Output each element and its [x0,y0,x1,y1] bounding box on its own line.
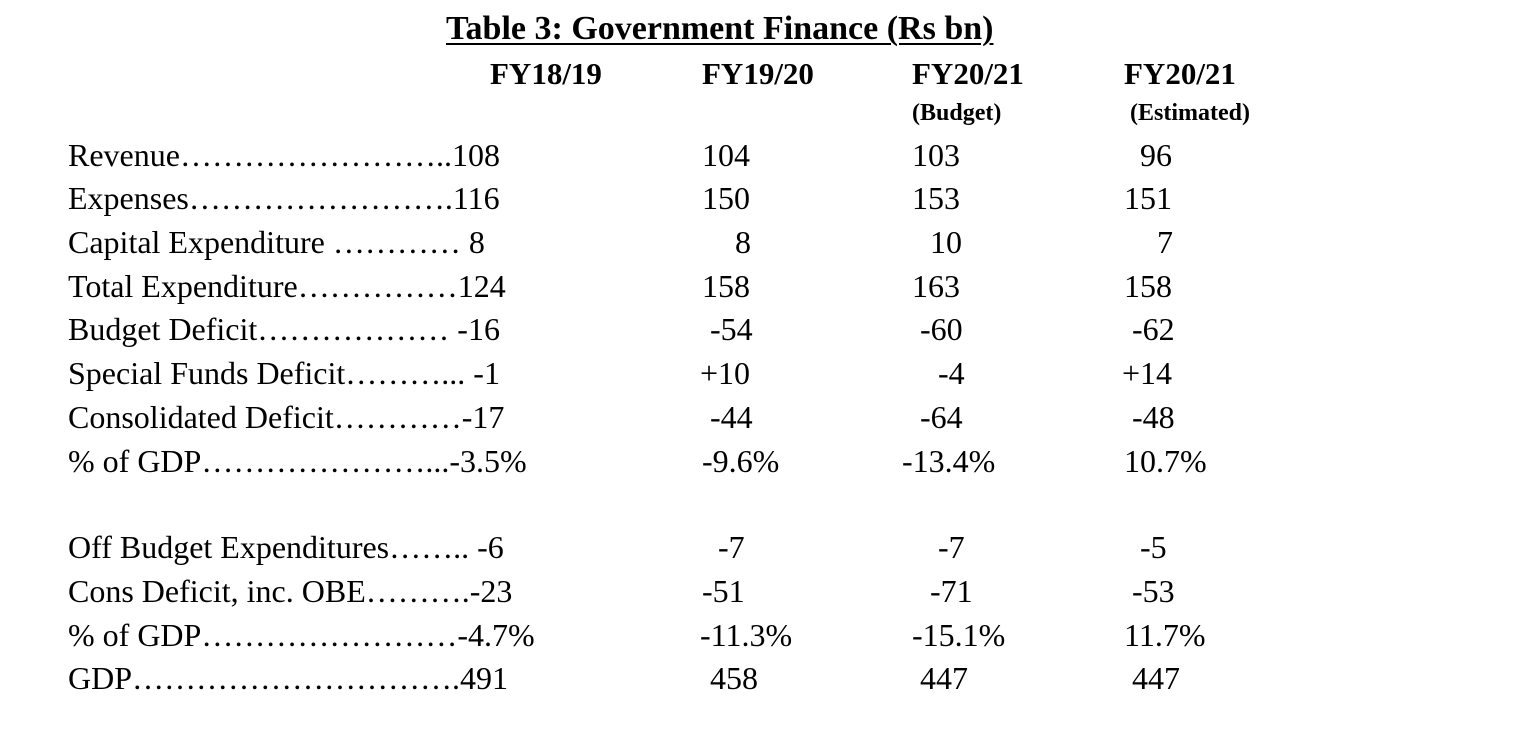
table-cell: -60 [920,311,963,347]
row-label-consolidated-deficit: Consolidated Deficit…………-17 [68,399,505,435]
table-cell: 8 [735,224,751,260]
column-subheader-budget: (Budget) [912,100,1002,126]
column-header-fy20-21-estimated: FY20/21 [1124,56,1236,91]
row-label-off-budget-expenditures: Off Budget Expenditures…….. -6 [68,529,504,565]
row-label-gdp: GDP………………………….491 [68,660,509,696]
table-cell: -13.4% [902,443,996,479]
table-cell: 150 [702,180,750,216]
row-label-budget-deficit: Budget Deficit……………… -16 [68,311,500,347]
table-cell: -54 [710,311,753,347]
table-cell: 447 [1132,660,1180,696]
row-label-capital-expenditure: Capital Expenditure ………… 8 [68,224,485,260]
table-cell: -71 [930,573,973,609]
table-cell: 158 [1124,268,1172,304]
table-cell: -7 [938,529,965,565]
row-label-total-expenditure: Total Expenditure……………124 [68,268,506,304]
column-header-fy20-21-budget: FY20/21 [912,56,1024,91]
table-cell: -5 [1140,529,1167,565]
table-cell: -9.6% [702,443,780,479]
table-cell: -51 [702,573,745,609]
table-cell: 96 [1140,137,1172,173]
table-cell: -64 [920,399,963,435]
row-label-pct-gdp-obe: % of GDP……………………-4.7% [68,617,535,653]
table-cell: -44 [710,399,753,435]
table-cell: 458 [710,660,758,696]
table-cell: 104 [702,137,750,173]
table-title: Table 3: Government Finance (Rs bn) [446,10,994,47]
column-header-fy19-20: FY19/20 [702,56,814,91]
row-label-revenue: Revenue……………………..108 [68,137,500,173]
row-label-expenses: Expenses…………………….116 [68,180,500,216]
column-header-fy18-19: FY18/19 [490,56,602,91]
table-cell: +14 [1122,355,1173,391]
table-cell: -4 [938,355,965,391]
table-cell: -11.3% [700,617,793,653]
table-cell: -15.1% [912,617,1006,653]
table-cell: 10.7% [1124,443,1207,479]
table-cell: -7 [718,529,745,565]
table-cell: 151 [1124,180,1172,216]
table-cell: 163 [912,268,960,304]
table-cell: 153 [912,180,960,216]
table-cell: 10 [930,224,962,260]
row-label-pct-gdp: % of GDP…………………...-3.5% [68,443,527,479]
table-cell: 103 [912,137,960,173]
row-label-special-funds-deficit: Special Funds Deficit………... -1 [68,355,500,391]
table-cell: -62 [1132,311,1175,347]
table-cell: -48 [1132,399,1175,435]
table-cell: +10 [700,355,751,391]
row-label-cons-deficit-obe: Cons Deficit, inc. OBE……….-23 [68,573,513,609]
table-cell: 11.7% [1124,617,1206,653]
table-cell: 158 [702,268,750,304]
table-cell: 447 [920,660,968,696]
table-cell: -53 [1132,573,1175,609]
table-cell: 7 [1157,224,1173,260]
column-subheader-estimated: (Estimated) [1130,100,1250,126]
